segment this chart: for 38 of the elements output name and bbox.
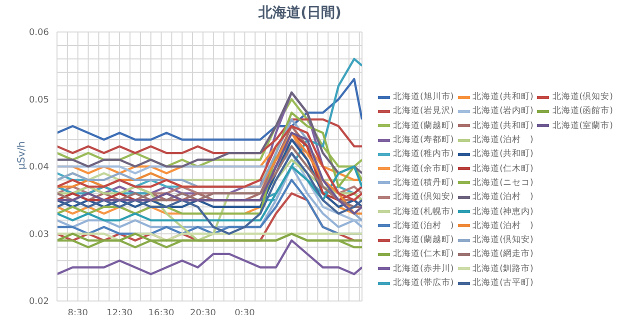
legend-label: 北海道(網走市) [472, 248, 534, 260]
legend-label: 北海道(泊村 ) [393, 220, 454, 232]
legend-label: 北海道(仁木町) [472, 162, 534, 175]
legend-label: 北海道(岩見沢) [393, 105, 454, 118]
legend-label: 北海道(泊村 ) [472, 191, 534, 204]
y-tick-label: 0.03 [28, 230, 49, 240]
legend-label: 北海道(蘭越町) [393, 120, 454, 132]
y-axis-title: μSv/h [16, 140, 28, 172]
y-tick-label: 0.06 [28, 28, 50, 38]
legend-label: 北海道(釧路市) [472, 262, 534, 275]
y-tick-label: 0.02 [28, 297, 49, 308]
legend-label: 北海道(共和町) [472, 91, 534, 104]
legend-label: 北海道(泊村 ) [472, 220, 534, 232]
legend-label: 北海道(泊村 ) [472, 134, 534, 146]
legend-label: 北海道(函館市) [552, 105, 613, 118]
legend-label: 北海道(神恵内) [472, 206, 534, 218]
legend-label: 北海道(倶知安) [552, 91, 613, 104]
legend-label: 北海道(旭川市) [393, 91, 454, 104]
y-tick-label: 0.05 [28, 95, 49, 106]
legend-label: 北海道(倶知安) [472, 234, 534, 246]
legend-label: 北海道(帯広市) [393, 277, 454, 289]
legend-label: 北海道(ニセコ) [472, 176, 534, 189]
y-tick-label: 0.04 [28, 162, 50, 173]
legend-label: 北海道(古平町) [472, 277, 534, 289]
chart-title: 北海道(日間) [257, 4, 342, 22]
legend-label: 北海道(余市町) [393, 162, 454, 175]
legend-label: 北海道(共和町) [472, 120, 534, 132]
legend-label: 北海道(赤井川) [393, 262, 454, 275]
legend-label: 北海道(仁木町) [393, 248, 454, 260]
legend-label: 北海道(札幌市) [393, 206, 454, 218]
legend-label: 北海道(積丹町) [393, 176, 454, 189]
legend-label: 北海道(稚内市) [393, 148, 454, 160]
legend-label: 北海道(蘭越町) [393, 234, 454, 246]
legend-label: 北海道(寿都町) [393, 134, 454, 146]
legend-label: 北海道(岩内町) [472, 105, 534, 118]
legend-label: 北海道(共和町) [472, 148, 534, 160]
legend-label: 北海道(室蘭市) [552, 120, 613, 132]
legend-label: 北海道(倶知安) [393, 191, 454, 204]
